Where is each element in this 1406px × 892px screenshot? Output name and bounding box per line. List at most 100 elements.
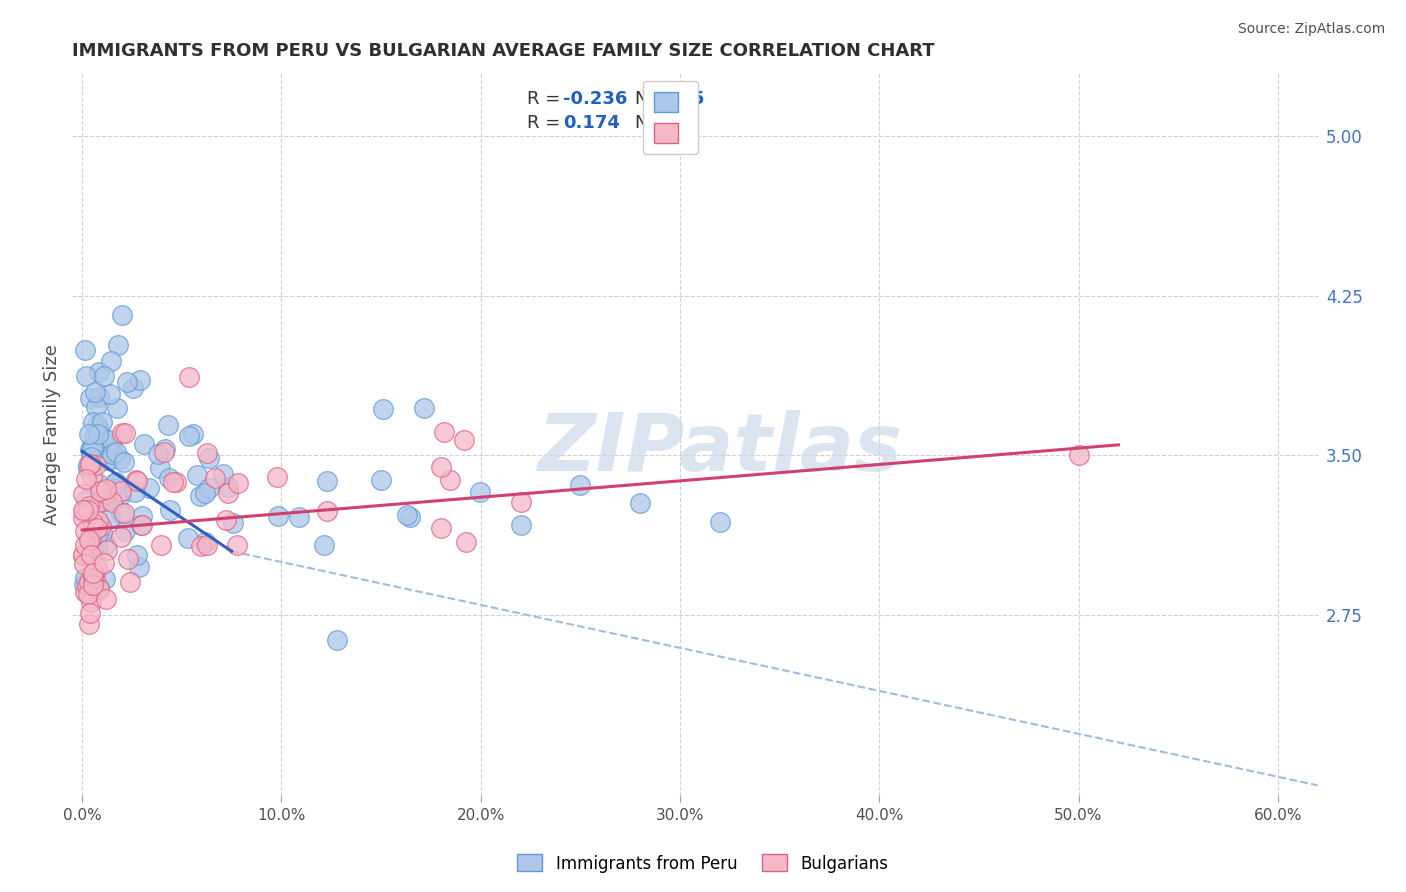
Point	[94, 453, 117, 467]
Point	[75, 493, 97, 508]
Point	[153, 444, 176, 458]
Point	[177, 428, 200, 442]
Point	[165, 475, 187, 489]
Point	[112, 455, 135, 469]
Point	[77, 461, 100, 475]
Point	[77, 499, 100, 513]
Point	[93, 556, 115, 570]
Point	[439, 473, 461, 487]
Point	[82, 450, 104, 465]
Point	[87, 453, 110, 467]
Point	[89, 422, 111, 436]
Point	[108, 451, 131, 466]
Point	[148, 447, 170, 461]
Point	[84, 400, 107, 414]
Point	[100, 434, 122, 448]
Point	[153, 442, 176, 457]
Point	[86, 541, 108, 556]
Text: ZIPatlas: ZIPatlas	[537, 409, 903, 488]
Point	[111, 426, 134, 441]
Legend: Immigrants from Peru, Bulgarians: Immigrants from Peru, Bulgarians	[510, 847, 896, 880]
Point	[129, 517, 152, 532]
Point	[509, 517, 531, 532]
Point	[429, 459, 451, 474]
Point	[468, 484, 491, 499]
Point	[73, 571, 96, 585]
Point	[72, 548, 94, 562]
Point	[97, 453, 120, 467]
Point	[112, 506, 135, 520]
Point	[93, 493, 115, 508]
Point	[413, 401, 436, 416]
Point	[188, 489, 211, 503]
Point	[87, 526, 110, 541]
Point	[122, 381, 145, 395]
Point	[138, 481, 160, 495]
Point	[395, 508, 418, 523]
Point	[91, 431, 114, 445]
Text: N =: N =	[636, 90, 675, 108]
Point	[104, 476, 127, 491]
Point	[509, 495, 531, 509]
Point	[217, 486, 239, 500]
Point	[82, 516, 104, 530]
Point	[94, 572, 117, 586]
Point	[90, 525, 112, 540]
Point	[181, 426, 204, 441]
Point	[157, 471, 180, 485]
Point	[221, 516, 243, 530]
Point	[430, 521, 453, 535]
Point	[87, 427, 110, 442]
Point	[129, 373, 152, 387]
Point	[101, 494, 124, 508]
Point	[101, 482, 124, 496]
Point	[90, 519, 112, 533]
Point	[83, 384, 105, 399]
Point	[215, 512, 238, 526]
Point	[110, 506, 132, 520]
Point	[84, 458, 107, 473]
Point	[709, 516, 731, 530]
Legend: , : ,	[643, 81, 697, 154]
Point	[94, 487, 117, 501]
Point	[87, 477, 110, 491]
Point	[72, 511, 94, 525]
Point	[111, 308, 134, 322]
Point	[72, 487, 94, 501]
Point	[94, 450, 117, 465]
Point	[98, 510, 121, 524]
Point	[100, 354, 122, 368]
Point	[89, 581, 111, 595]
Point	[101, 436, 124, 450]
Point	[76, 578, 98, 592]
Point	[131, 509, 153, 524]
Point	[79, 450, 101, 464]
Point	[77, 533, 100, 547]
Point	[80, 595, 103, 609]
Point	[96, 543, 118, 558]
Point	[326, 633, 349, 648]
Point	[86, 561, 108, 575]
Text: R =: R =	[527, 114, 565, 132]
Point	[79, 458, 101, 472]
Point	[433, 425, 456, 439]
Point	[399, 510, 422, 524]
Point	[117, 552, 139, 566]
Point	[124, 484, 146, 499]
Point	[197, 482, 219, 496]
Point	[159, 503, 181, 517]
Point	[100, 387, 122, 401]
Point	[195, 538, 218, 552]
Point	[110, 488, 132, 502]
Point	[73, 505, 96, 519]
Point	[195, 445, 218, 459]
Point	[226, 476, 249, 491]
Text: 0.174: 0.174	[562, 114, 620, 132]
Point	[162, 475, 184, 489]
Text: R =: R =	[527, 90, 565, 108]
Point	[186, 467, 208, 482]
Point	[91, 493, 114, 508]
Point	[107, 338, 129, 352]
Point	[86, 417, 108, 432]
Point	[217, 480, 239, 494]
